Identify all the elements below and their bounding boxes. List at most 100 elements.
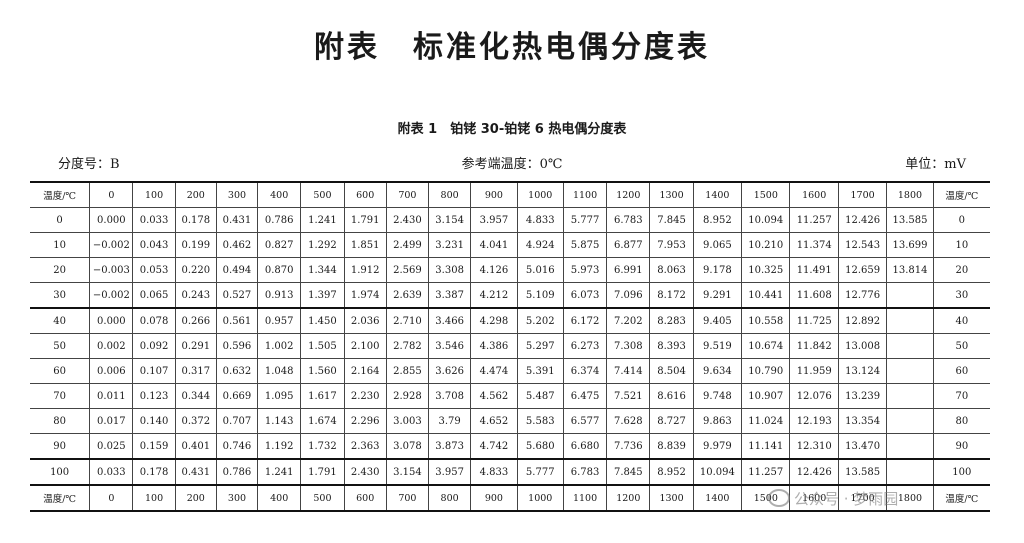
table-cell: 4.212 — [470, 282, 518, 309]
table-cell: 10.325 — [741, 257, 791, 283]
table-cell: 2.100 — [343, 333, 387, 359]
table-cell: 4.041 — [470, 232, 518, 258]
table-cell: 4.742 — [470, 433, 518, 460]
table-cell: 2.036 — [343, 307, 387, 334]
table-cell: 温度/℃ — [932, 484, 990, 511]
table-cell: 0.431 — [174, 458, 217, 486]
table-cell: 2.363 — [343, 433, 387, 460]
table-cell: 20 — [30, 257, 91, 283]
table-cell: 0.065 — [132, 282, 176, 309]
table-cell: 5.297 — [516, 333, 564, 359]
table-cell: 0.000 — [89, 207, 134, 233]
table-cell: 9.291 — [692, 282, 743, 309]
table-cell: 6.475 — [562, 383, 608, 409]
table-cell: 1200 — [606, 182, 651, 208]
table-cell: 3.387 — [428, 282, 472, 309]
table-row: 70 0.011 0.123 0.344 0.669 1.095 1.617 2.230 2.9… — [30, 383, 990, 409]
table-cell: 4.298 — [470, 307, 518, 334]
table-cell: 0.043 — [132, 232, 176, 258]
table-cell: 8.172 — [649, 282, 694, 309]
table-cell: 600 — [343, 182, 387, 208]
table-cell: 3.154 — [385, 458, 430, 486]
table-cell: 1500 — [741, 182, 791, 208]
table-cell: 1.791 — [300, 458, 345, 486]
table-cell: 6.374 — [562, 358, 608, 384]
table-cell: 0.107 — [132, 358, 176, 384]
table-cell: 2.430 — [343, 458, 387, 486]
table-cell: 500 — [300, 182, 345, 208]
table-cell: 10.674 — [741, 333, 791, 359]
table-cell: 13.814 — [886, 257, 934, 283]
table-cell: 10.441 — [741, 282, 791, 309]
unit-label: 单位：mV — [905, 157, 966, 172]
table-cell: 500 — [300, 484, 345, 511]
table-cell: 11.257 — [741, 458, 791, 486]
table-cell: 10.558 — [741, 307, 791, 334]
table-cell: 9.979 — [692, 433, 743, 460]
table-cell: 1.002 — [257, 333, 302, 359]
table-cell: 11.725 — [789, 307, 839, 334]
table-cell: 1300 — [649, 182, 694, 208]
table-cell: 30 — [932, 282, 990, 309]
table-cell: 0.078 — [132, 307, 176, 334]
table-cell: 1.617 — [300, 383, 345, 409]
table-cell: 0 — [89, 182, 134, 208]
table-cell: 0.344 — [174, 383, 217, 409]
table-cell: 7.845 — [606, 458, 651, 486]
table-cell: 8.063 — [649, 257, 694, 283]
table-cell: 1300 — [649, 484, 694, 511]
table-cell: 200 — [174, 484, 217, 511]
table-cell: 900 — [470, 182, 518, 208]
index-number-label: 分度号：B — [58, 157, 120, 172]
table-cell: 13.585 — [837, 458, 888, 486]
table-cell: 11.024 — [741, 408, 791, 434]
table-cell: 50 — [30, 333, 91, 359]
table-cell: 11.959 — [789, 358, 839, 384]
table-cell — [886, 358, 934, 384]
table-cell: 0.291 — [174, 333, 217, 359]
table-cell: 0.025 — [89, 433, 134, 460]
table-cell: 0.494 — [215, 257, 259, 283]
table-cell: 9.634 — [692, 358, 743, 384]
table-cell: 1.974 — [343, 282, 387, 309]
table-cell: 7.845 — [649, 207, 694, 233]
table-cell: 0.596 — [215, 333, 259, 359]
table-cell: 11.141 — [741, 433, 791, 460]
table-cell: 400 — [257, 182, 302, 208]
table-cell: 0.092 — [132, 333, 176, 359]
table-cell: 1.560 — [300, 358, 345, 384]
table-cell: 0.017 — [89, 408, 134, 434]
table-cell: 8.283 — [649, 307, 694, 334]
table-cell: 7.736 — [606, 433, 651, 460]
table-row: 80 0.017 0.140 0.372 0.707 1.143 1.674 2.296 3.0… — [30, 408, 990, 434]
table-row: 0 0.000 0.033 0.178 0.431 0.786 1.241 1.791 2.43… — [30, 207, 990, 233]
table-cell: 80 — [30, 408, 91, 434]
table-cell: 6.783 — [606, 207, 651, 233]
table-cell: 20 — [932, 257, 990, 283]
table-cell: 0.401 — [174, 433, 217, 460]
table-cell — [886, 408, 934, 434]
table-cell: 0.632 — [215, 358, 259, 384]
watermark-text: 公众号 · 梦雨园 — [794, 490, 899, 508]
table-cell: 5.583 — [516, 408, 564, 434]
table-cell: 3.231 — [428, 232, 472, 258]
table-cell: 7.096 — [606, 282, 651, 309]
table-cell: 0.011 — [89, 383, 134, 409]
table-cell: 2.164 — [343, 358, 387, 384]
table-row: 30 −0.002 0.065 0.243 0.527 0.913 1.397 1.974 2.… — [30, 282, 990, 309]
table-cell: 2.855 — [385, 358, 430, 384]
table-cell: 10.094 — [692, 458, 743, 486]
table-cell: 13.699 — [886, 232, 934, 258]
table-cell: 900 — [470, 484, 518, 511]
table-cell: 0.786 — [257, 207, 302, 233]
table-cell: 2.928 — [385, 383, 430, 409]
table-cell: 6.783 — [562, 458, 608, 486]
table-cell: 8.727 — [649, 408, 694, 434]
table-cell: 1100 — [562, 182, 608, 208]
page-title: 附表 标准化热电偶分度表 — [314, 30, 710, 65]
table-cell: 9.519 — [692, 333, 743, 359]
table-cell: 5.973 — [562, 257, 608, 283]
table-cell: 1.674 — [300, 408, 345, 434]
table-cell: 1.192 — [257, 433, 302, 460]
table-cell: 1.143 — [257, 408, 302, 434]
